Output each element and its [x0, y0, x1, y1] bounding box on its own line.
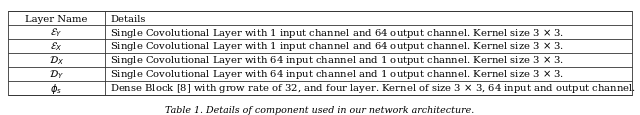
Text: Single Covolutional Layer with 1 input channel and 64 output channel. Kernel siz: Single Covolutional Layer with 1 input c…: [110, 40, 564, 53]
Text: Layer Name: Layer Name: [25, 14, 88, 23]
Text: $\mathcal{E}_Y$: $\mathcal{E}_Y$: [50, 26, 63, 39]
Text: Table 1. Details of component used in our network architecture.: Table 1. Details of component used in ou…: [165, 105, 475, 114]
Text: $\mathcal{E}_X$: $\mathcal{E}_X$: [50, 40, 63, 53]
Text: Dense Block [8] with grow rate of 32, and four layer. Kernel of size 3 $\times$ : Dense Block [8] with grow rate of 32, an…: [110, 82, 636, 94]
Text: Single Covolutional Layer with 64 input channel and 1 output channel. Kernel siz: Single Covolutional Layer with 64 input …: [110, 54, 564, 67]
Text: Details: Details: [110, 14, 145, 23]
Text: $\phi_s$: $\phi_s$: [51, 81, 62, 95]
Text: $\mathcal{D}_X$: $\mathcal{D}_X$: [49, 54, 64, 67]
Text: Single Covolutional Layer with 64 input channel and 1 output channel. Kernel siz: Single Covolutional Layer with 64 input …: [110, 68, 564, 81]
Text: $\mathcal{D}_Y$: $\mathcal{D}_Y$: [49, 68, 64, 80]
Text: Single Covolutional Layer with 1 input channel and 64 output channel. Kernel siz: Single Covolutional Layer with 1 input c…: [110, 26, 564, 39]
